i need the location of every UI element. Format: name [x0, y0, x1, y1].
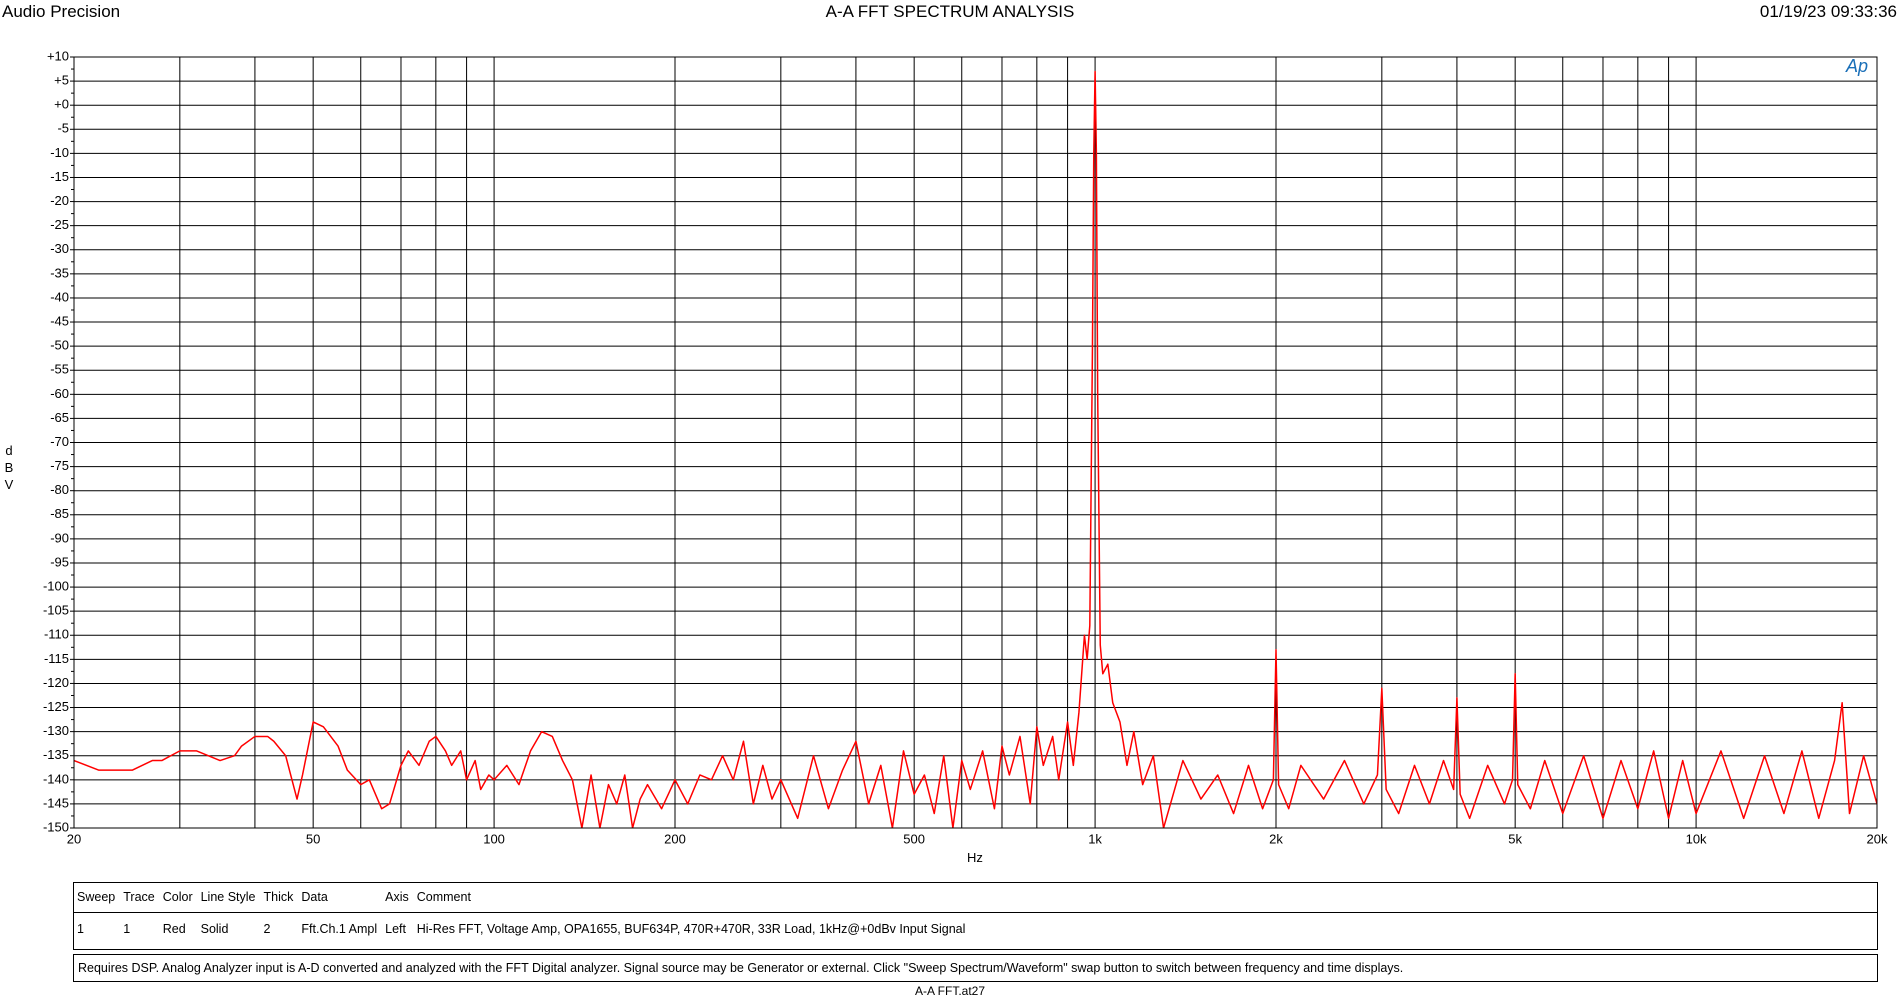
x-tick-label: 10k [1686, 831, 1707, 846]
y-tick-label: -140 [43, 771, 69, 786]
y-tick-label: -70 [50, 434, 69, 449]
spectrum-line [74, 70, 1877, 828]
y-tick-label: +5 [54, 73, 69, 88]
y-tick-label: -120 [43, 675, 69, 690]
legend-cell: Comment [412, 882, 1878, 913]
legend-cell: Red [162, 922, 186, 937]
x-tick-label: 500 [903, 831, 925, 846]
legend-cell: Solid [200, 922, 229, 937]
y-tick-label: -130 [43, 723, 69, 738]
x-axis-label: Hz [967, 850, 983, 865]
y-axis-label: dBV [2, 443, 17, 494]
legend-cell: Fft.Ch.1 Ampl [301, 922, 378, 937]
y-tick-label: -5 [57, 121, 69, 136]
y-tick-label: -10 [50, 145, 69, 160]
legend-cell: Color [158, 882, 197, 913]
y-tick-label: -30 [50, 241, 69, 256]
y-tick-label: -90 [50, 530, 69, 545]
y-tick-label: -95 [50, 554, 69, 569]
legend-cell: Line Style [196, 882, 260, 913]
x-tick-label: 50 [306, 831, 320, 846]
chart: Ap dBV Hz +10 +5 +0 -5 -10 -15 -20 -25 -30 -35 -40… [2, 48, 1888, 865]
y-tick-label: -55 [50, 362, 69, 377]
legend-cell: 1 [123, 922, 131, 937]
y-tick-label: -150 [43, 819, 69, 834]
y-tick-label: -100 [43, 579, 69, 594]
y-tick-label: -20 [50, 193, 69, 208]
logo: Ap [1845, 56, 1868, 76]
trace-group [74, 70, 1877, 828]
x-tick-label: 200 [664, 831, 686, 846]
y-tick-label: -115 [44, 651, 69, 666]
legend-cell: 2 [263, 922, 271, 937]
grid [70, 56, 1878, 829]
footnote: Requires DSP. Analog Analyzer input is A… [73, 954, 1878, 982]
y-tick-label: -35 [50, 265, 69, 280]
y-tick-label: -105 [43, 603, 69, 618]
x-tick-label: 1k [1088, 831, 1102, 846]
legend-cell: Trace [119, 882, 159, 913]
y-tick-label: -135 [43, 747, 69, 762]
y-tick-label: -60 [50, 386, 69, 401]
header-left: Audio Precision [2, 2, 121, 21]
filename: A-A FFT.at27 [914, 984, 986, 998]
y-tick-label: -125 [43, 699, 69, 714]
legend-cell: Left [385, 922, 406, 937]
legend-cell: 1 [77, 922, 84, 937]
legend-cell: Axis [381, 882, 413, 913]
y-tick-label: -65 [50, 410, 69, 425]
legend-cell: Hi-Res FFT, Voltage Amp, OPA1655, BUF634… [416, 922, 966, 937]
chart-title: A-A FFT SPECTRUM ANALYSIS [825, 2, 1075, 21]
y-tick-label: -110 [44, 627, 69, 642]
x-tick-label: 100 [483, 831, 505, 846]
legend-row: 1 1 Red Solid 2 Fft.Ch.1 Ampl Left Hi-Res FFT, … [73, 912, 1878, 946]
legend-cell: Data [297, 882, 382, 913]
y-tick-label: -85 [50, 506, 69, 521]
legend-cell: Thick [259, 882, 298, 913]
legend-row: Sweep Trace Color Line Style Thick Data Axis Co… [73, 882, 1878, 913]
y-tick-label: -75 [50, 458, 69, 473]
y-tick-label: +10 [47, 48, 69, 63]
legend-cell: Sweep [73, 882, 120, 913]
y-tick-label: +0 [54, 97, 69, 112]
x-tick-label: 20k [1867, 831, 1888, 846]
y-tick-label: -45 [50, 313, 69, 328]
x-tick-label: 20 [67, 831, 81, 846]
y-tick-label: -145 [43, 795, 69, 810]
y-tick-label: -80 [50, 482, 69, 497]
y-tick-label: -40 [50, 289, 69, 304]
y-tick-label: -25 [50, 217, 69, 232]
legend-table: Sweep Trace Color Line Style Thick Data Axis Co… [73, 882, 1878, 946]
x-tick-label: 2k [1269, 831, 1283, 846]
y-tick-label: -50 [50, 338, 69, 353]
y-tick-label: -15 [50, 169, 69, 184]
header-right: 01/19/23 09:33:36 [1759, 2, 1897, 21]
plot-frame [73, 56, 1878, 829]
x-tick-label: 5k [1508, 831, 1522, 846]
